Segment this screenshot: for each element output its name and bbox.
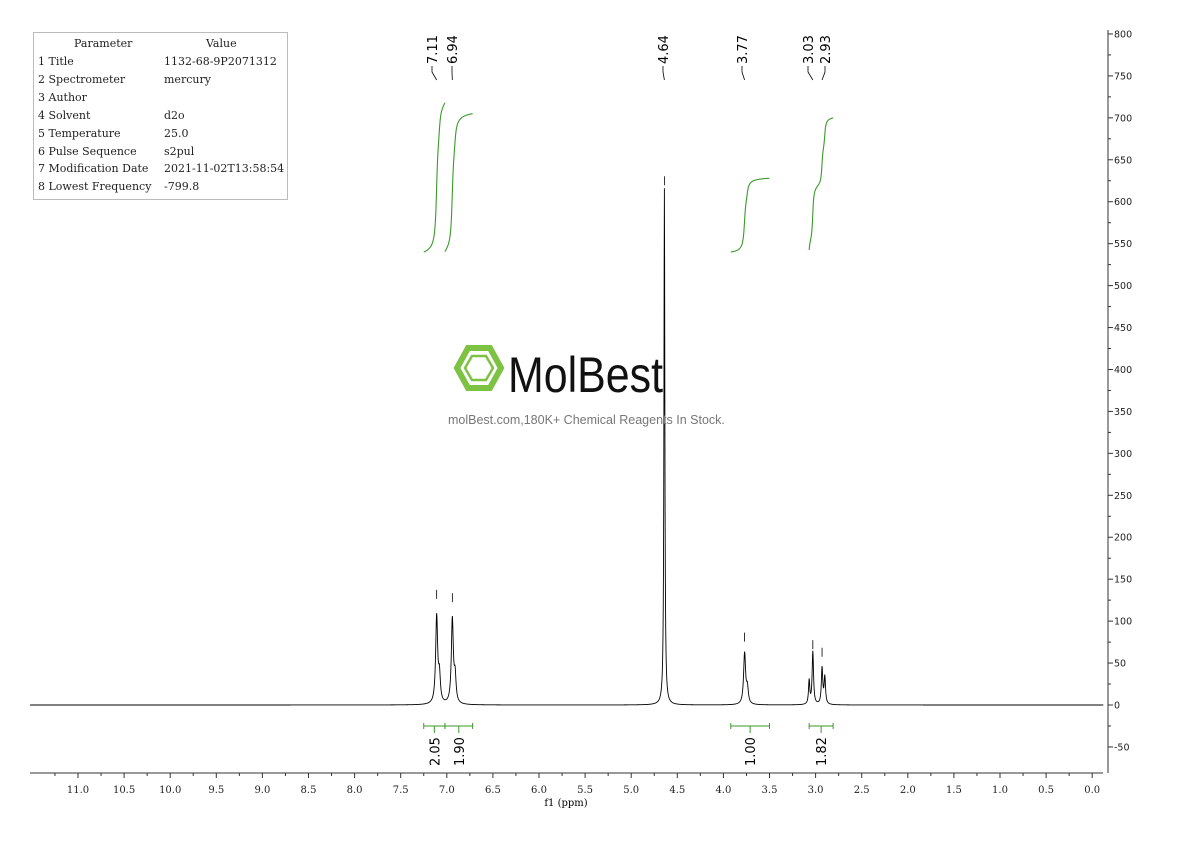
y-tick-label: 0 [1114,701,1120,712]
peak-label: 6.94 [446,35,461,64]
x-tick-label: 7.5 [393,785,409,796]
param-value: mercury [164,72,211,86]
peak-label-leader [741,66,745,81]
x-tick-label: 4.0 [715,785,731,796]
param-value: d2o [164,108,185,122]
integral-curves [423,102,834,253]
integral-value: 2.05 [428,737,443,766]
table-row: 2 Spectrometer mercury [38,71,211,89]
x-axis-label: f1 (ppm) [544,798,587,809]
axes: 11.0 10.5 10.0 9.5 9.0 8.5 8.0 7.5 7.0 6.5 6.0 5.5 5… [30,29,1132,796]
spectrum-line [30,188,1104,706]
x-tick-label: 9.0 [254,785,270,796]
param-value: 1132-68-9P2071312 [164,55,277,68]
peak-label: 3.77 [736,35,751,64]
molbest-logo: MolBest [453,345,663,403]
integral-value: 1.00 [744,737,759,766]
watermark-brand: MolBest [508,347,663,400]
y-tick-label: 300 [1114,449,1132,460]
table-row: 5 Temperature 25.0 [38,125,189,143]
y-tick-label: 150 [1114,575,1132,586]
y-tick-label: 450 [1114,323,1132,334]
watermark: MolBest molBest.com,180K+ Chemical Reage… [448,340,748,427]
x-tick-label: 5.0 [623,785,639,796]
y-tick-label: 250 [1114,491,1132,502]
hexagon-logo-icon [453,345,505,391]
x-tick-label: 0.5 [1038,785,1054,796]
y-tick-label: 100 [1114,617,1132,628]
y-tick-label: 400 [1114,365,1132,376]
peak-label-leader [807,66,814,81]
integral-curve [423,102,446,253]
param-name: 5 Temperature [38,126,121,140]
x-tick-label: 10.0 [159,785,181,796]
x-tick-label: 3.0 [808,785,824,796]
param-name: 4 Solvent [38,108,91,122]
x-tick-label: 3.5 [762,785,778,796]
x-tick-label: 4.5 [669,785,685,796]
peak-label-leader [821,66,826,81]
y-tick-label: 200 [1114,533,1132,544]
peak-label: 3.03 [802,35,817,64]
y-tick-label: 50 [1114,659,1126,670]
param-value: 2021-11-02T13:58:54 [164,162,285,176]
watermark-tagline: molBest.com,180K+ Chemical Reagents In S… [448,413,725,427]
x-tick-label: 5.5 [577,785,593,796]
param-name: 8 Lowest Frequency [38,180,152,194]
peak-label-leader [431,66,438,81]
integral-curve [444,113,473,252]
y-tick-label: 800 [1114,29,1132,40]
param-name: 7 Modification Date [38,162,149,176]
integral-curve [730,177,770,253]
table-row: 4 Solvent d2o [38,107,185,125]
x-tick-label: 7.0 [439,785,455,796]
x-tick-label: 11.0 [67,785,89,796]
y-tick-label: 750 [1114,71,1132,82]
x-tick-label: 6.0 [531,785,547,796]
x-tick-label: 0.0 [1084,785,1100,796]
y-tick-label: 500 [1114,281,1132,292]
x-tick-label: 2.5 [854,785,870,796]
param-name: 2 Spectrometer [38,72,126,86]
integral-curve [808,117,834,250]
x-tick-label: 8.5 [301,785,317,796]
x-tick-label: 1.5 [946,785,962,796]
x-tick-label: 1.0 [992,785,1008,796]
table-row: 3 Author [38,89,87,107]
header-parameter: Parameter [74,37,133,50]
integral-value: 1.90 [453,737,468,766]
peak-label: 2.93 [819,35,834,64]
header-value: Value [206,37,237,50]
param-value: -799.8 [164,180,200,194]
table-row: 1 Title 1132-68-9P2071312 [38,53,277,71]
x-tick-label: 2.0 [900,785,916,796]
y-tick-label: 350 [1114,407,1132,418]
y-tick-label: 700 [1114,113,1132,124]
y-tick-label: 600 [1114,197,1132,208]
table-row: 7 Modification Date 2021-11-02T13:58:54 [38,160,284,178]
parameter-table: Parameter Value 1 Title 1132-68-9P2071312 2 … [33,32,288,200]
peak-labels: 7.11 6.94 4.64 3.77 3.03 2.93 [426,35,834,657]
x-tick-label: 8.0 [347,785,363,796]
y-tick-label: 650 [1114,155,1132,166]
peak-label: 4.64 [657,35,672,64]
param-value: s2pul [164,144,195,158]
table-row: 6 Pulse Sequence s2pul [38,143,194,161]
param-value: 25.0 [164,126,189,140]
peak-label: 7.11 [426,35,441,64]
peak-label-leader [662,66,665,81]
x-tick-label: 6.5 [485,785,501,796]
x-tick-label: 9.5 [208,785,224,796]
y-tick-label: -50 [1114,742,1130,753]
param-name: 3 Author [38,90,87,104]
param-name: 6 Pulse Sequence [38,144,137,158]
y-tick-label: 550 [1114,239,1132,250]
param-name: 1 Title [38,55,74,68]
table-row: 8 Lowest Frequency -799.8 [38,178,199,196]
integral-value: 1.82 [815,737,830,766]
integral-bars: 2.05 1.90 1.00 1.82 [423,723,834,766]
x-tick-label: 10.5 [113,785,135,796]
